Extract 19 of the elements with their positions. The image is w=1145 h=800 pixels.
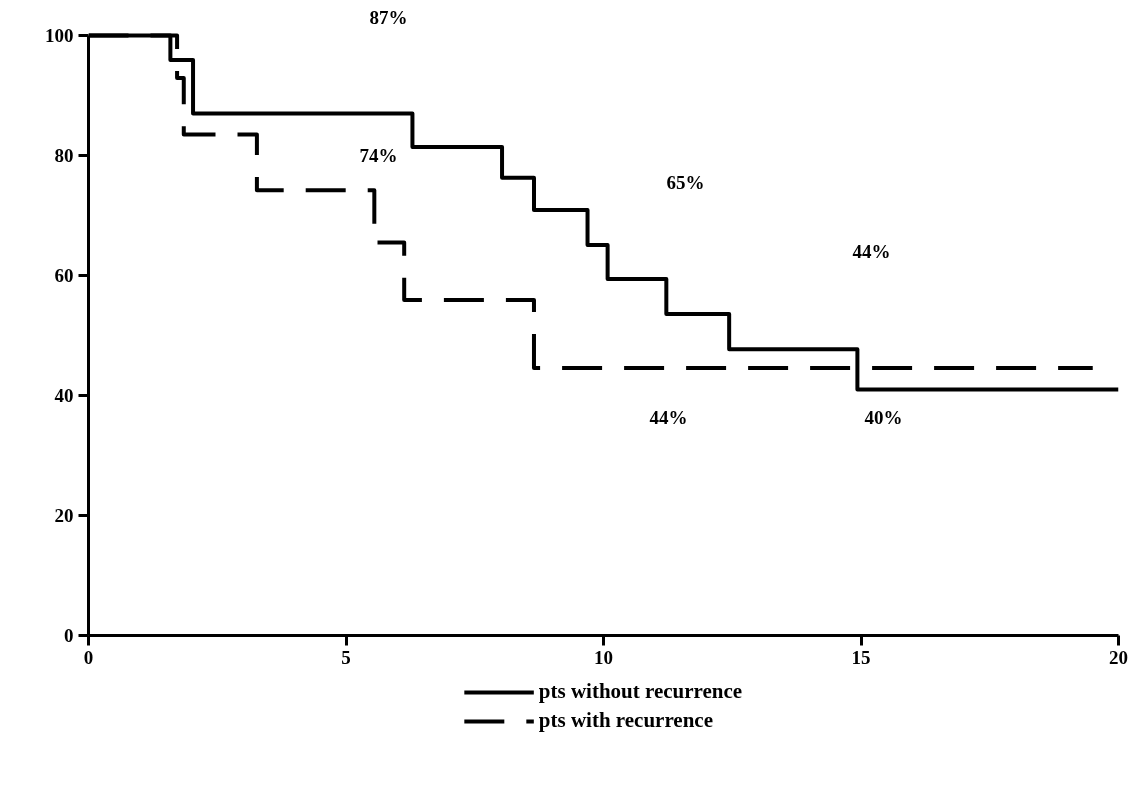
y-tick-label: 0: [64, 625, 74, 646]
y-tick-label: 40: [54, 385, 74, 406]
annotation: 65%: [666, 172, 705, 193]
x-tick-label: 15: [851, 646, 871, 668]
text: 87%: [369, 7, 408, 28]
annotation: 40%: [864, 407, 903, 428]
x-tick-label: 10: [594, 646, 613, 668]
annotation: 74%: [359, 145, 398, 166]
x-tick-label: 20: [1109, 646, 1128, 668]
y-tick-label: 80: [54, 145, 74, 166]
y-tick-label: 100: [45, 25, 74, 46]
legend-label: pts with recurrence: [538, 708, 714, 733]
x-tick-label: 0: [83, 646, 94, 668]
annotation: 44%: [852, 241, 891, 262]
y-tick-label: 60: [54, 265, 74, 286]
legend-label: pts without recurrence: [538, 679, 743, 704]
y-tick-label: 20: [54, 505, 74, 526]
x-tick-label: 5: [341, 646, 351, 668]
annotation: 44%: [649, 407, 688, 428]
